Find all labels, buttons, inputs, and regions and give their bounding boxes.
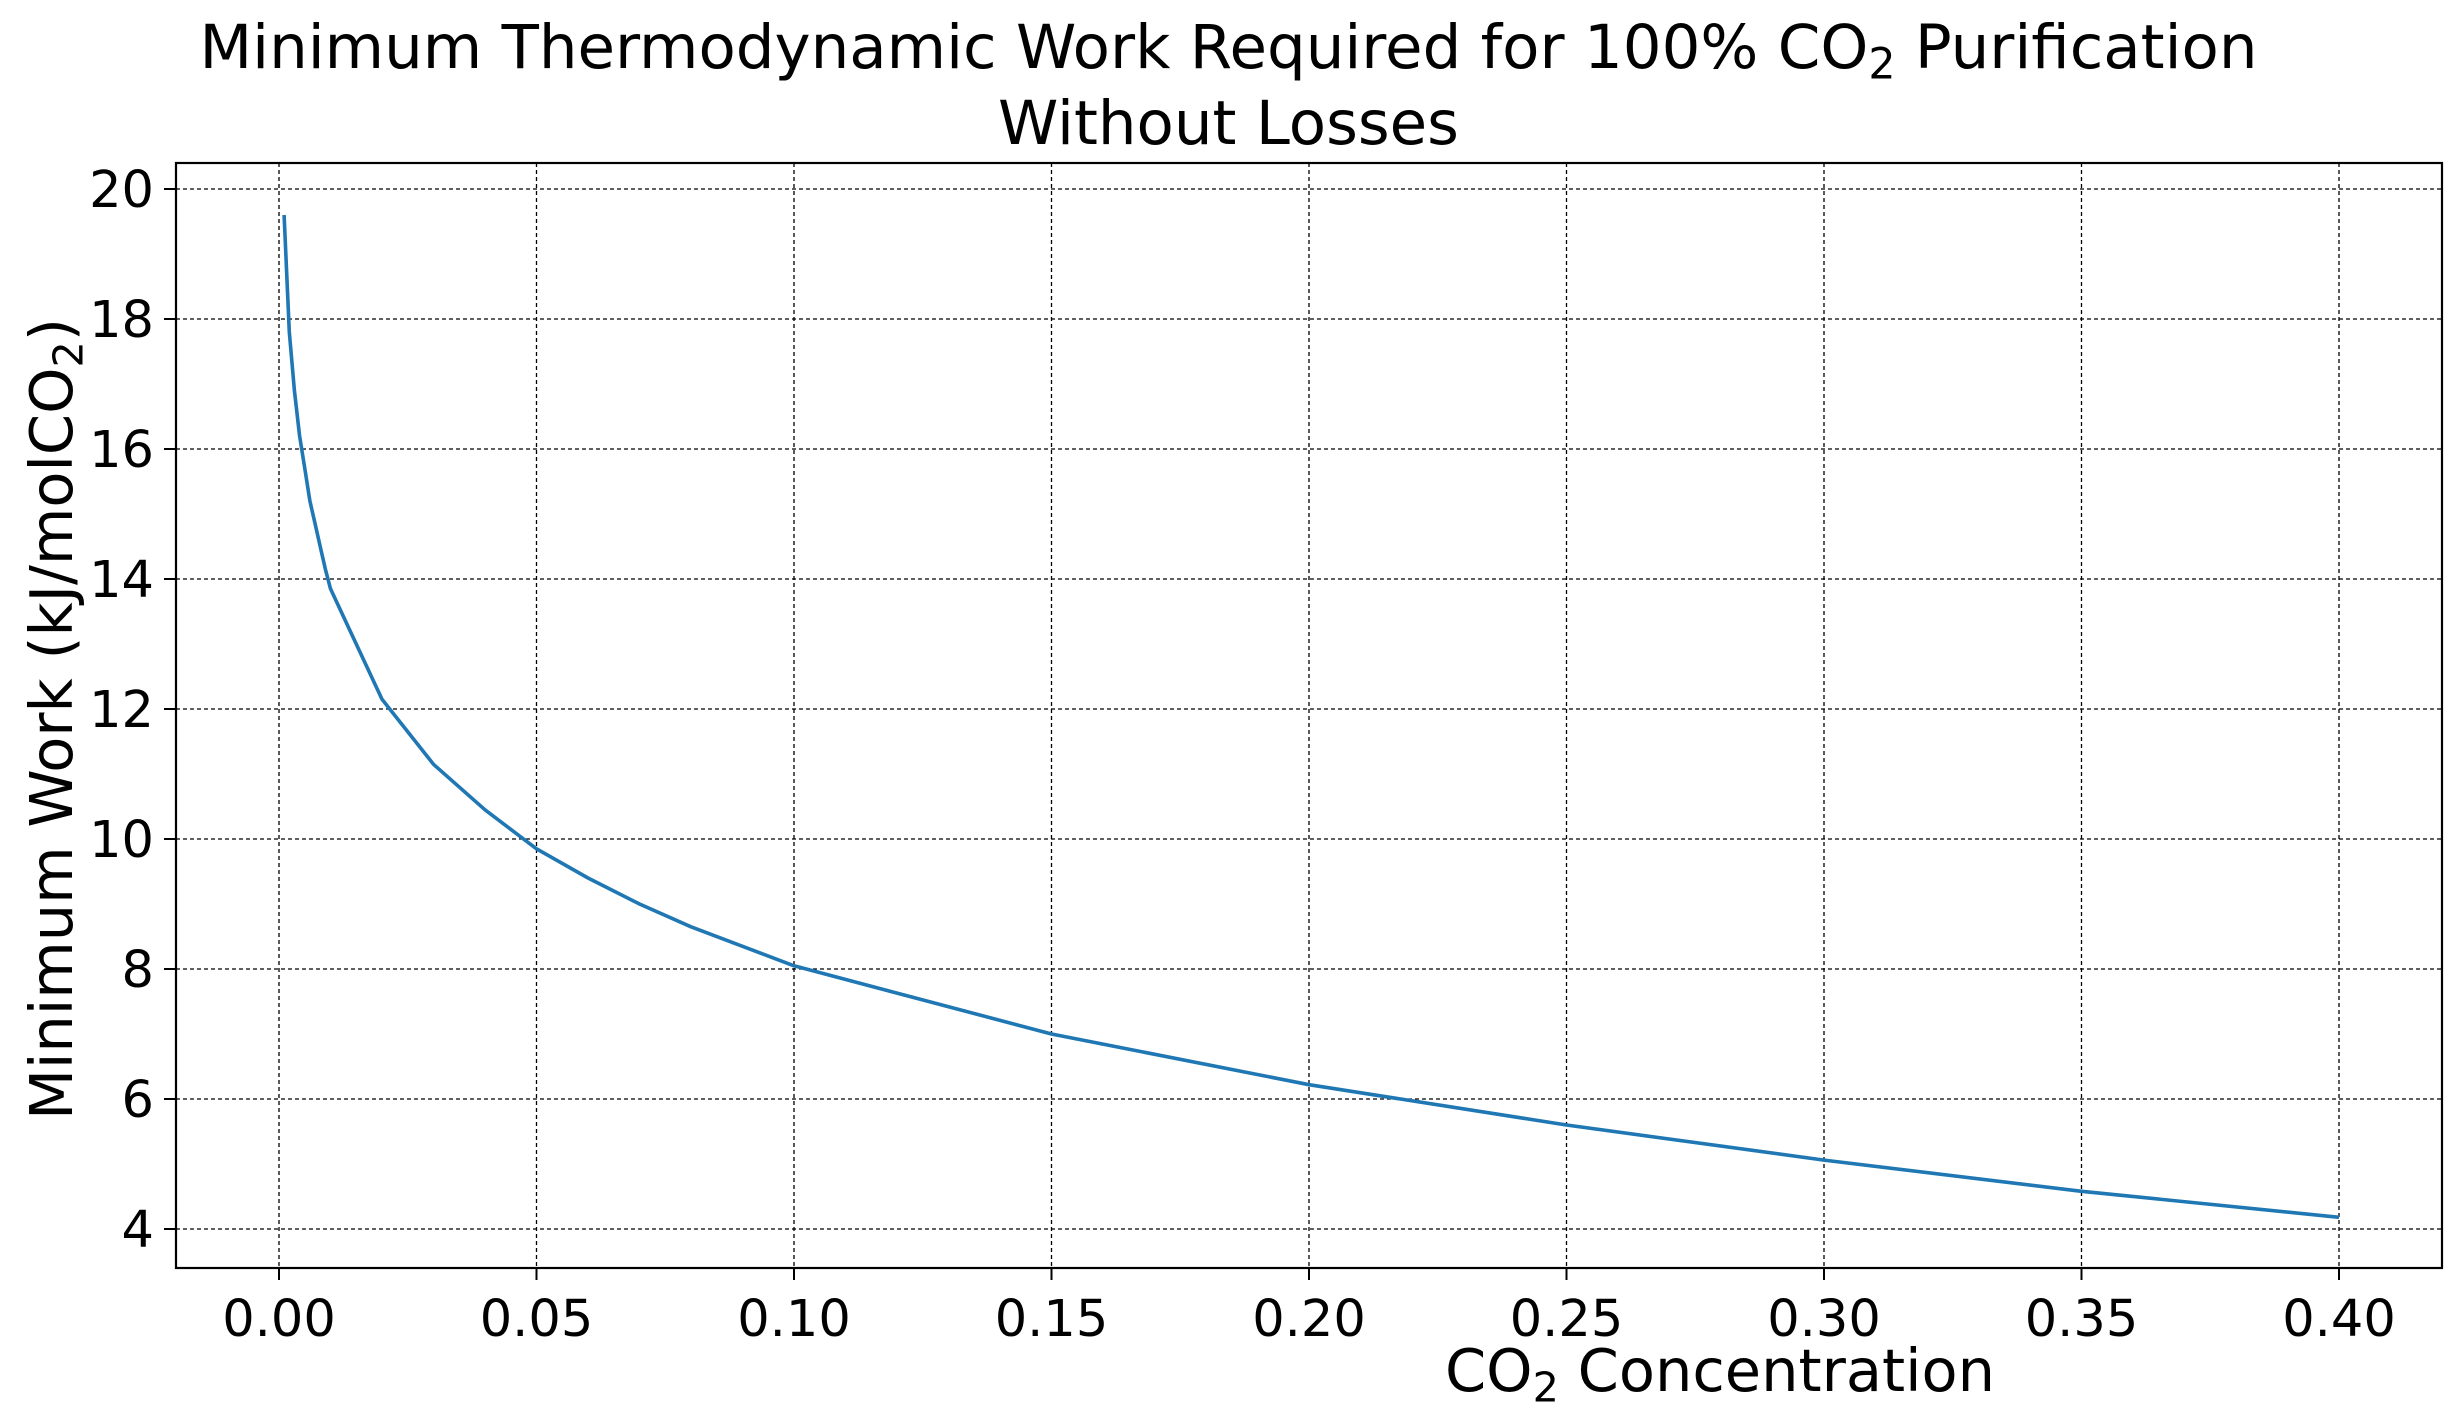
- x-tick-label: 0.10: [737, 1290, 851, 1349]
- y-tick-label: 14: [89, 551, 154, 610]
- y-tick-label: 20: [89, 161, 154, 220]
- x-tick-label: 0.30: [1767, 1290, 1881, 1349]
- y-tick-label: 6: [122, 1071, 154, 1130]
- y-tick-label: 10: [89, 811, 154, 870]
- y-tick-labels: 4 6 8 10 12 14 16 18 20: [89, 161, 154, 1260]
- grid-lines: [176, 163, 2442, 1268]
- x-axis-label: CO2 Concentration: [1444, 1336, 1996, 1412]
- x-tick-labels: 0.00 0.05 0.10 0.15 0.20 0.25 0.30 0.35 0.40: [222, 1290, 2396, 1349]
- chart-title: Minimum Thermodynamic Work Required for …: [199, 12, 2258, 90]
- series-line: [282, 214, 2340, 1220]
- y-axis-label: Minimum Work (kJ/molCO2): [17, 318, 93, 1120]
- series-group: [282, 214, 2340, 1220]
- x-tick-label: 0.05: [480, 1290, 594, 1349]
- y-tick-label: 12: [89, 681, 154, 740]
- x-tick-label: 0.35: [2025, 1290, 2139, 1349]
- y-tick-label: 4: [122, 1201, 154, 1260]
- x-tick-label: 0.20: [1252, 1290, 1366, 1349]
- y-tick-label: 18: [89, 291, 154, 350]
- x-tick-label: 0.40: [2282, 1290, 2396, 1349]
- x-tick-label: 0.00: [222, 1290, 336, 1349]
- tick-marks: [164, 188, 2340, 1280]
- y-tick-label: 16: [89, 421, 154, 480]
- x-tick-label: 0.25: [1510, 1290, 1624, 1349]
- x-tick-label: 0.15: [995, 1290, 1109, 1349]
- y-tick-label: 8: [122, 941, 154, 1000]
- chart-subtitle: Without Losses: [998, 88, 1459, 159]
